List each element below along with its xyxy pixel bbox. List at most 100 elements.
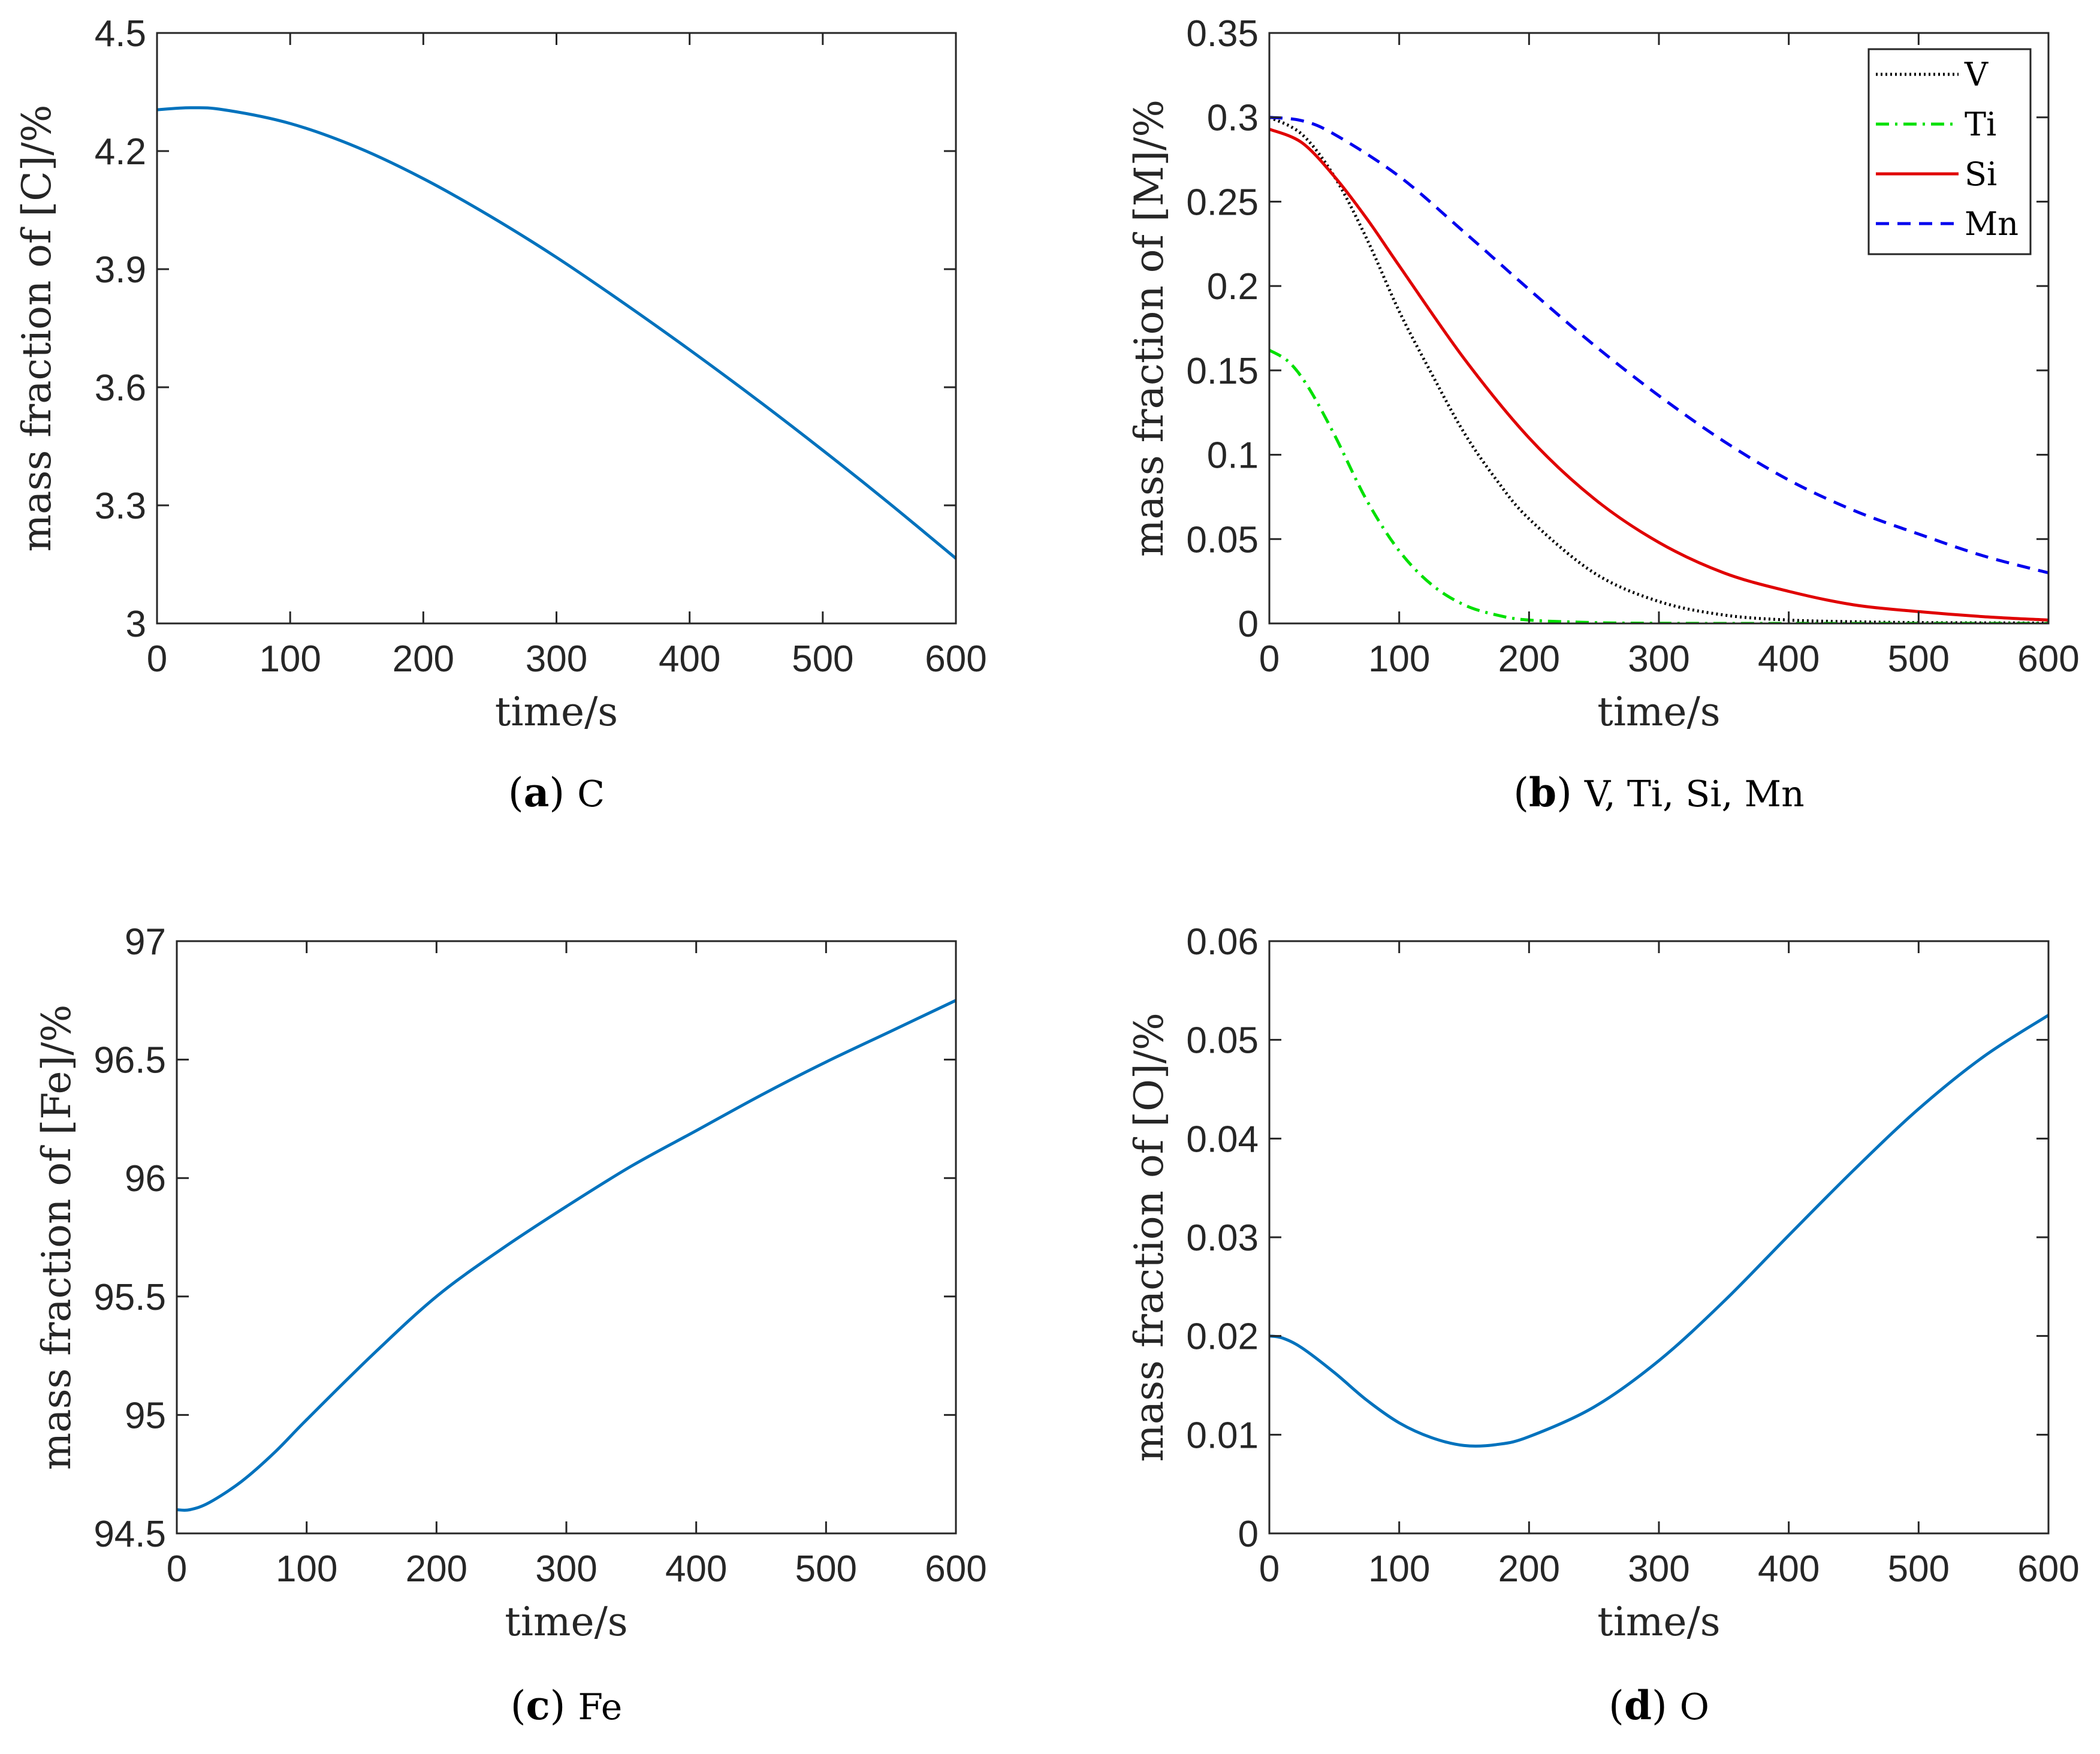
x-tick-label: 200 xyxy=(1498,1548,1560,1590)
series-group xyxy=(1269,1014,2048,1448)
x-tick-label: 500 xyxy=(1888,638,1950,680)
x-tick-label: 100 xyxy=(276,1548,337,1590)
chart-panel-c: 0 100 200 300 400 500 600 94.5 95 95.5 96 96.5 97 tim… xyxy=(34,921,987,1729)
chart-panel-b: 0 100 200 300 400 500 600 0 0.05 0.1 0.15 0.2 0.25 0.… xyxy=(1126,13,2080,816)
caption-letter: c xyxy=(526,1682,550,1729)
y-tick-label: 0.05 xyxy=(1186,1020,1259,1062)
y-tick-label: 95 xyxy=(125,1395,166,1436)
x-tick-label: 0 xyxy=(167,1548,187,1590)
series-line-o xyxy=(1269,1014,2048,1448)
x-tick-label: 100 xyxy=(1368,1548,1430,1590)
caption-text: Fe xyxy=(578,1686,622,1728)
x-tick-label: 300 xyxy=(535,1548,597,1590)
caption-letter: a xyxy=(524,769,550,816)
x-tick-label: 400 xyxy=(1758,638,1820,680)
legend-label-mn: Mn xyxy=(1965,205,2018,243)
x-tick-label: 400 xyxy=(659,638,720,680)
x-tick-label: 0 xyxy=(1259,1548,1280,1590)
caption-text: C xyxy=(577,773,605,815)
chart-panel-a: 0 100 200 300 400 500 600 3 3.3 3.6 3.9 4.2 4.5 time/… xyxy=(14,13,987,816)
caption-close-paren: ) xyxy=(550,1683,578,1729)
x-tick-label: 500 xyxy=(1888,1548,1950,1590)
y-tick-label: 94.5 xyxy=(93,1514,166,1555)
y-tick-label: 95.5 xyxy=(93,1277,166,1318)
legend-label-ti: Ti xyxy=(1965,106,1996,143)
y-tick-label: 3.6 xyxy=(95,367,146,409)
x-tick-label: 200 xyxy=(393,638,454,680)
y-tick-label: 0.25 xyxy=(1186,182,1259,223)
x-tick-label: 100 xyxy=(259,638,321,680)
axes-frame xyxy=(176,940,957,1535)
caption-letter: b xyxy=(1529,769,1556,816)
y-tick-label: 0.03 xyxy=(1186,1217,1259,1259)
caption-open-paren: ( xyxy=(511,1683,526,1729)
series-line-fe xyxy=(177,999,956,1512)
y-tick-label: 0.3 xyxy=(1207,98,1259,139)
panel-caption: (c) Fe xyxy=(511,1682,623,1729)
x-tick-label: 600 xyxy=(2017,638,2079,680)
x-axis-label: time/s xyxy=(1597,1599,1720,1645)
x-tick-label: 200 xyxy=(406,1548,467,1590)
x-tick-label: 500 xyxy=(795,1548,857,1590)
caption-text: V, Ti, Si, Mn xyxy=(1584,773,1805,815)
x-tick-label: 300 xyxy=(526,638,587,680)
y-tick-label: 0.2 xyxy=(1207,266,1259,308)
caption-close-paren: ) xyxy=(549,770,577,816)
y-tick-label: 0.05 xyxy=(1186,519,1259,560)
y-tick-label: 0.04 xyxy=(1186,1119,1259,1160)
series-line-si xyxy=(1269,128,2048,622)
panel-caption: (d) O xyxy=(1609,1682,1709,1729)
axes-frame xyxy=(1268,940,2050,1535)
caption-close-paren: ) xyxy=(1652,1683,1680,1729)
x-tick-label: 300 xyxy=(1628,638,1689,680)
caption-text: O xyxy=(1680,1686,1709,1728)
caption-open-paren: ( xyxy=(1609,1683,1624,1729)
x-tick-label: 300 xyxy=(1628,1548,1689,1590)
y-tick-label: 0.1 xyxy=(1207,435,1259,477)
y-tick-label: 3.3 xyxy=(95,486,146,527)
x-tick-label: 400 xyxy=(1758,1548,1820,1590)
series-line-ti xyxy=(1269,348,2048,623)
y-tick-label: 4.2 xyxy=(95,131,146,173)
x-tick-label: 600 xyxy=(2017,1548,2079,1590)
y-tick-label: 3.9 xyxy=(95,249,146,291)
x-tick-label: 500 xyxy=(792,638,853,680)
x-tick-label: 100 xyxy=(1368,638,1430,680)
y-tick-label: 0.02 xyxy=(1186,1316,1259,1358)
y-tick-label: 0.01 xyxy=(1186,1415,1259,1456)
y-tick-label: 0 xyxy=(1238,1514,1259,1555)
y-tick-label: 0 xyxy=(1238,604,1259,645)
y-tick-label: 97 xyxy=(125,921,166,963)
x-tick-label: 0 xyxy=(1259,638,1280,680)
legend: V Ti Si Mn xyxy=(1867,48,2032,255)
panel-caption: (a) C xyxy=(508,769,605,816)
x-axis-label: time/s xyxy=(1597,689,1720,735)
panel-caption: (b) V, Ti, Si, Mn xyxy=(1513,769,1805,816)
series-group xyxy=(177,999,956,1512)
legend-label-si: Si xyxy=(1965,155,1997,193)
y-axis-label: mass fraction of [C]/% xyxy=(14,105,60,552)
y-tick-label: 0.06 xyxy=(1186,921,1259,963)
y-axis-label: mass fraction of [Fe]/% xyxy=(34,1005,80,1470)
x-axis-label: time/s xyxy=(495,689,618,735)
caption-open-paren: ( xyxy=(508,770,524,816)
series-line-mn xyxy=(1269,116,2048,575)
y-tick-label: 96 xyxy=(125,1158,166,1200)
chart-panel-d: 0 100 200 300 400 500 600 0 0.01 0.02 0.03 0.04 0.05… xyxy=(1126,921,2080,1729)
x-tick-label: 0 xyxy=(147,638,167,680)
caption-close-paren: ) xyxy=(1556,770,1585,816)
x-tick-label: 600 xyxy=(925,638,986,680)
x-tick-label: 400 xyxy=(665,1548,727,1590)
y-tick-label: 3 xyxy=(126,604,146,645)
y-tick-label: 0.15 xyxy=(1186,351,1259,392)
y-tick-label: 0.35 xyxy=(1186,13,1259,55)
x-tick-label: 600 xyxy=(925,1548,986,1590)
y-tick-label: 4.5 xyxy=(95,13,146,55)
series-line-c xyxy=(157,106,956,560)
caption-letter: d xyxy=(1624,1682,1652,1729)
caption-open-paren: ( xyxy=(1513,770,1529,816)
series-group xyxy=(157,106,956,560)
y-axis-label: mass fraction of [M]/% xyxy=(1126,100,1172,557)
y-axis-label: mass fraction of [O]/% xyxy=(1126,1012,1172,1462)
